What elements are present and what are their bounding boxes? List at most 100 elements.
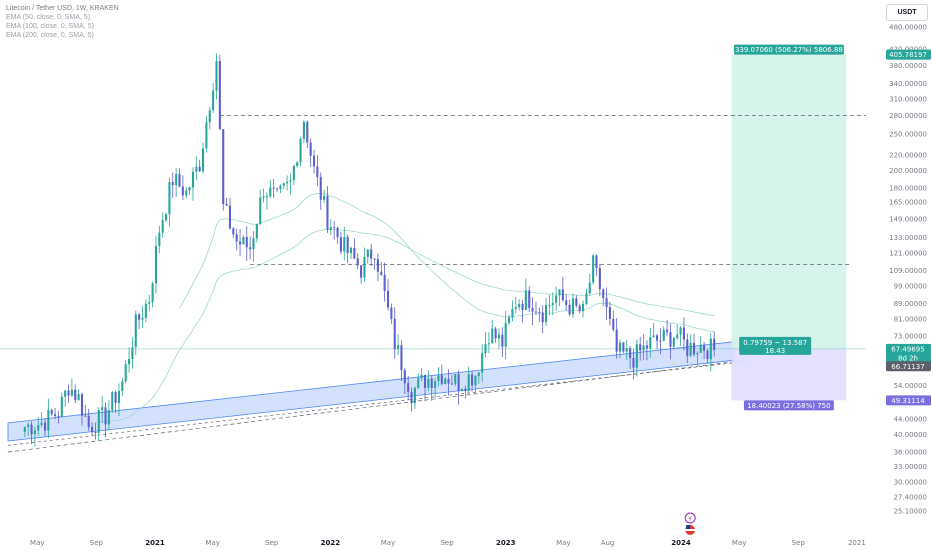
candle-body: [692, 343, 696, 355]
candle-body: [423, 374, 427, 388]
candle-body: [97, 410, 100, 433]
candle-body: [252, 238, 255, 250]
candle: [158, 225, 161, 254]
candle-body: [383, 274, 386, 291]
candle: [497, 328, 501, 349]
candle-body: [80, 394, 84, 416]
candle-body: [272, 187, 275, 189]
candle-body: [366, 249, 369, 257]
legend-symbol[interactable]: Litecoin / Tether USD, 1W, KRAKEN: [6, 5, 119, 12]
price-tag-text: 8d 2h: [898, 355, 918, 363]
candle: [235, 228, 238, 251]
candle-body: [138, 314, 141, 320]
candle: [33, 426, 36, 447]
candle: [595, 254, 598, 276]
candle: [148, 294, 151, 312]
candle: [60, 392, 63, 418]
candle-body: [151, 283, 154, 303]
candle-body: [249, 247, 252, 250]
candle-body: [696, 352, 699, 355]
candle: [417, 373, 420, 389]
candle-body: [602, 289, 605, 299]
time-axis[interactable]: May Sep 2021 May Sep 2022 May Sep 2023 May Aug 2024…: [30, 539, 866, 547]
candle: [245, 226, 248, 261]
candle-body: [265, 196, 268, 198]
legend-ema-50[interactable]: EMA (50, close, 0, SMA, 5): [6, 14, 91, 21]
candle-body: [703, 344, 706, 351]
candle-body: [625, 348, 628, 352]
candle: [181, 175, 184, 200]
candle-body: [582, 303, 585, 312]
candle-body: [666, 329, 669, 333]
candle: [548, 294, 551, 316]
legend-ema-200[interactable]: EMA (200, close, 0, SMA, 5): [6, 32, 94, 39]
candle: [94, 422, 97, 440]
price-tick-label: 81.00000: [894, 315, 927, 323]
candle-body: [181, 186, 184, 196]
event-icons[interactable]: ⚡: [684, 512, 696, 535]
stop-zone: [731, 348, 847, 401]
candle: [195, 156, 198, 181]
candle: [689, 334, 692, 358]
candle-body: [551, 302, 554, 306]
candle: [165, 212, 168, 223]
price-tag-text: 49.31114: [891, 397, 925, 405]
price-tick-label: 121.00000: [889, 250, 927, 258]
price-tick-label: 480.00000: [889, 24, 927, 32]
candle-body: [642, 345, 645, 351]
target-label: 339.07060 (506.27%) 5806.88: [733, 44, 844, 55]
candle-body: [171, 182, 174, 186]
candle-body: [397, 345, 400, 350]
candle-body: [292, 165, 295, 181]
candle: [128, 347, 131, 373]
candle-body: [245, 236, 248, 248]
long-position-tool[interactable]: 339.07060 (506.27%) 5806.88 18.40023 (27.…: [0, 44, 866, 411]
candle-body: [639, 344, 642, 351]
candle-body: [91, 427, 94, 433]
candle-body: [410, 391, 413, 404]
currency-button[interactable]: USDT: [886, 4, 928, 21]
candle-body: [64, 390, 67, 397]
candle-body: [393, 318, 396, 350]
candle-body: [178, 173, 181, 187]
price-tick-label: 149.00000: [889, 215, 927, 223]
price-tick-label: 133.00000: [889, 234, 927, 242]
candle-body: [612, 318, 615, 330]
candle-body: [380, 271, 383, 275]
candle-body: [413, 387, 416, 404]
candle-body: [242, 236, 245, 245]
candle: [578, 303, 581, 314]
candle-body: [407, 383, 410, 392]
price-tick-label: 89.00000: [894, 300, 927, 308]
channel-mid-line: [7, 362, 734, 446]
price-tag-bg: [886, 395, 931, 406]
candle-body: [212, 90, 215, 111]
candle: [336, 226, 339, 244]
candle: [151, 281, 154, 308]
price-tag-bg: [886, 343, 931, 354]
candle-body: [296, 162, 299, 166]
candle: [30, 421, 33, 445]
candle: [188, 186, 191, 195]
candle: [154, 235, 158, 294]
candle: [171, 172, 174, 198]
ratio-label-line2: 18.43: [765, 347, 785, 355]
candle: [450, 375, 453, 385]
legend-ema-100[interactable]: EMA (100, close, 0, SMA, 5): [6, 23, 94, 30]
candle-body: [632, 357, 635, 368]
candle-body: [111, 392, 114, 411]
candle-body: [420, 374, 423, 379]
price-axis[interactable]: 480.00000 420.00000 380.00000 340.00000 310.…: [866, 0, 932, 550]
time-tick-label: May: [205, 539, 219, 547]
candle: [561, 276, 564, 302]
candle: [185, 187, 188, 199]
candle: [713, 331, 716, 357]
candle-body: [618, 342, 622, 352]
candle-body: [598, 267, 601, 290]
candle-body: [30, 424, 33, 435]
candle: [538, 307, 541, 322]
candle: [144, 299, 147, 323]
candle: [474, 374, 477, 392]
